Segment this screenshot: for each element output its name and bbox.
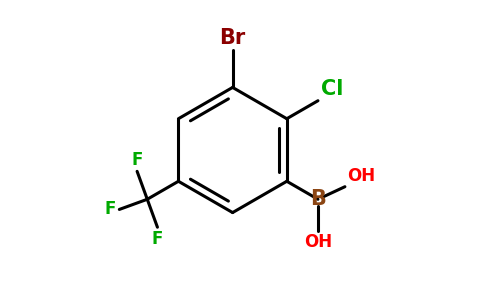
Text: B: B — [310, 189, 326, 209]
Text: Cl: Cl — [321, 79, 344, 99]
Text: OH: OH — [347, 167, 376, 185]
Text: F: F — [132, 151, 143, 169]
Text: OH: OH — [304, 233, 332, 251]
Text: Br: Br — [219, 28, 246, 47]
Text: F: F — [152, 230, 163, 247]
Text: F: F — [104, 200, 115, 218]
